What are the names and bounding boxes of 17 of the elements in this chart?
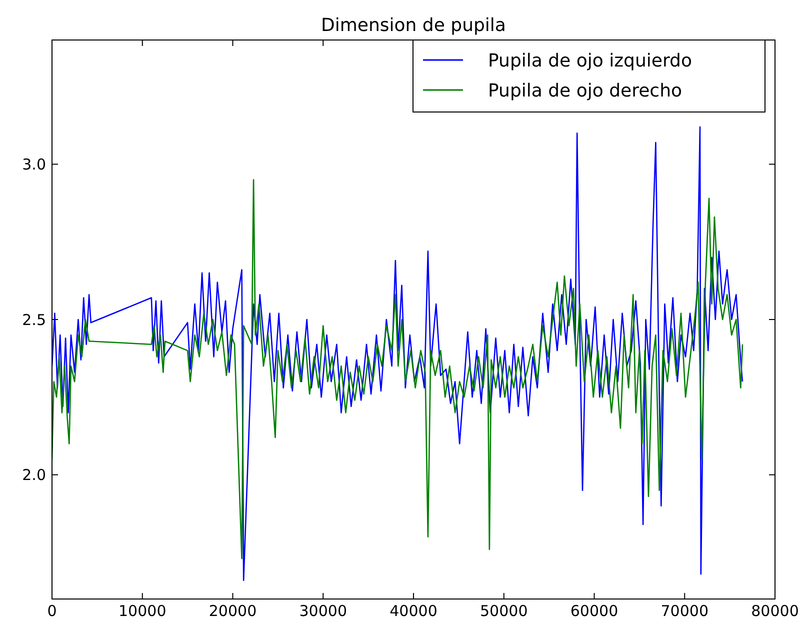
x-tick-label: 70000 xyxy=(660,602,708,620)
x-tick-label: 20000 xyxy=(208,602,257,620)
x-tick-label: 0 xyxy=(47,602,57,620)
legend-label: Pupila de ojo derecho xyxy=(488,80,682,102)
x-tick-label: 80000 xyxy=(751,602,799,620)
x-tick-label: 10000 xyxy=(118,602,166,620)
y-tick-label: 3.0 xyxy=(22,155,46,174)
y-tick-label: 2.5 xyxy=(22,310,46,329)
x-tick-label: 60000 xyxy=(570,602,618,620)
line-series xyxy=(52,126,744,582)
y-tick-label: 2.0 xyxy=(22,466,46,484)
x-tick-label: 30000 xyxy=(299,602,347,620)
chart-title: Dimension de pupila xyxy=(321,15,506,36)
legend-label: Pupila de ojo izquierdo xyxy=(488,50,692,72)
x-tick-label: 50000 xyxy=(480,602,528,620)
x-tick-label: 40000 xyxy=(390,602,438,620)
line-series xyxy=(52,179,744,560)
